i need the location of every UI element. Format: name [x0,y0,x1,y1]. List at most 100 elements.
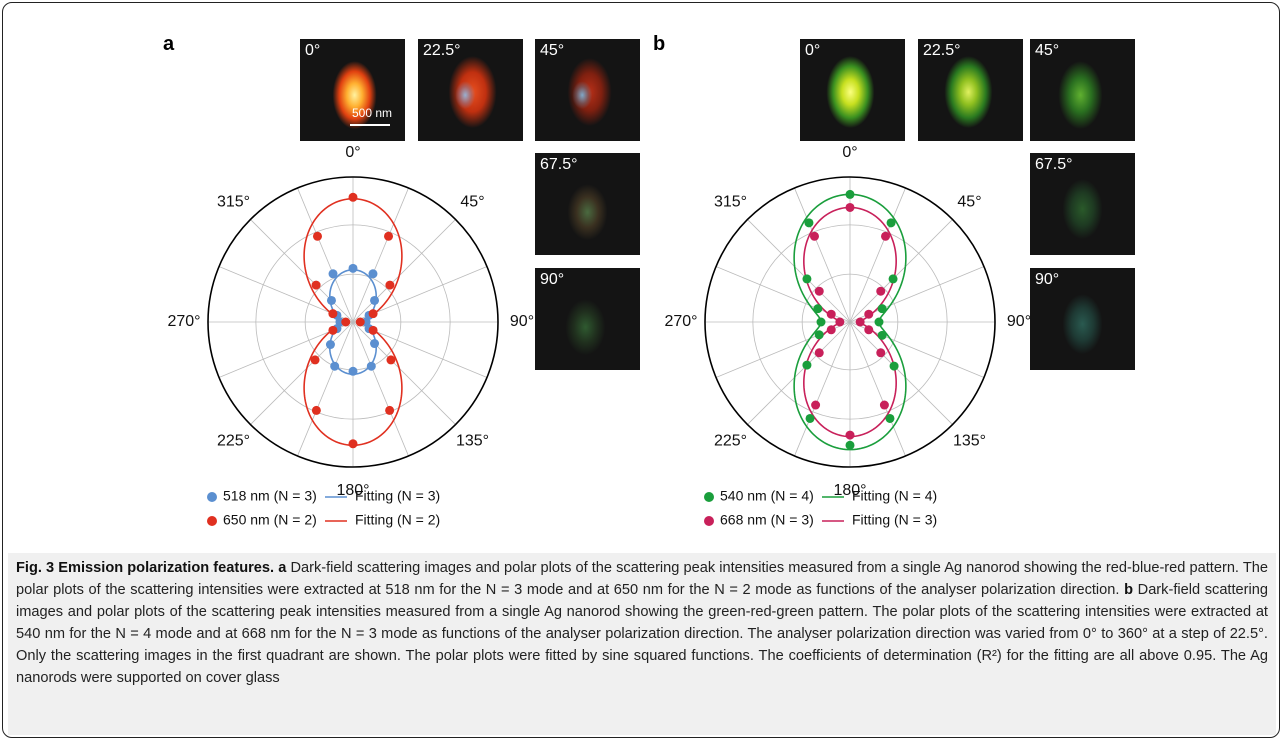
grid-spoke [353,322,456,425]
data-point [864,310,873,319]
data-point [827,325,836,334]
image-label: 90° [1035,271,1059,289]
scattering-image: 90° [535,268,640,370]
data-point [326,340,335,349]
theta-tick-label: 315° [714,194,747,211]
data-point [875,318,884,327]
legend-label: 668 nm (N = 3) [720,512,814,528]
figure: 0°45°90°135°180°225°270°315°518 nm (N = … [0,0,1284,742]
panel-label: a [163,33,174,56]
image-label: 0° [805,42,820,60]
data-point [330,362,339,371]
image-label: 0° [305,42,320,60]
image-label: 22.5° [423,42,461,60]
data-point [876,287,885,296]
data-point [815,330,824,339]
data-point [328,326,337,335]
data-point [349,264,358,273]
scattering-image: 45° [535,39,640,141]
legend-label: 650 nm (N = 2) [223,512,317,528]
data-point [370,296,379,305]
data-point [328,309,337,318]
theta-tick-label: 90° [1007,313,1031,330]
data-point [813,304,822,313]
grid-spoke [250,322,353,425]
image-label: 45° [1035,42,1059,60]
data-point [313,232,322,241]
data-point [815,287,824,296]
image-label: 67.5° [540,156,578,174]
data-point [878,304,887,313]
scale-bar [350,124,390,126]
data-point [349,439,358,448]
data-point [881,232,890,241]
grid-spoke [747,219,850,322]
data-point [827,310,836,319]
data-point [890,362,899,371]
data-point [856,318,865,327]
data-point [349,193,358,202]
data-point [806,414,815,423]
theta-tick-label: 0° [842,144,857,161]
data-point [802,274,811,283]
image-label: 67.5° [1035,156,1073,174]
data-point [880,401,889,410]
panel-label: b [653,33,665,56]
image-label: 45° [540,42,564,60]
theta-tick-label: 45° [460,194,484,211]
data-point [878,331,887,340]
grid-spoke [353,219,456,322]
data-point [356,318,365,327]
theta-tick-label: 270° [664,313,697,330]
caption-panel-label: a [278,560,286,576]
theta-tick-label: 0° [345,144,360,161]
scattering-image: 0° 500 nm [300,39,405,141]
data-point [835,318,844,327]
data-point [864,325,873,334]
scattering-image: 0° [800,39,905,141]
grid-spoke [250,219,353,322]
scattering-image: 22.5° [418,39,523,141]
legend-marker [704,516,714,526]
data-point [846,190,855,199]
data-point [846,441,855,450]
data-point [368,269,377,278]
caption: Fig. 3 Emission polarization features. a… [8,553,1276,735]
data-point [312,281,321,290]
data-point [311,355,320,364]
theta-tick-label: 135° [456,433,489,450]
scale-bar-label: 500 nm [352,106,392,120]
data-point [349,367,358,376]
theta-tick-label: 225° [714,433,747,450]
theta-tick-label: 90° [510,313,534,330]
scattering-image: 45° [1030,39,1135,141]
data-point [385,406,394,415]
grid-spoke [850,219,953,322]
data-point [385,281,394,290]
data-point [802,361,811,370]
theta-tick-label: 225° [217,433,250,450]
caption-panel-label: b [1124,582,1133,598]
data-point [885,414,894,423]
legend-marker [207,492,217,502]
scattering-image: 22.5° [918,39,1023,141]
image-label: 90° [540,271,564,289]
data-point [327,296,336,305]
data-point [370,339,379,348]
data-point [369,326,378,335]
data-point [329,269,338,278]
grid-spoke [747,322,850,425]
data-point [811,401,820,410]
image-label: 22.5° [923,42,961,60]
legend-label: Fitting (N = 3) [355,488,440,504]
grid-spoke [850,322,953,425]
legend-label: 540 nm (N = 4) [720,488,814,504]
caption-title: Fig. 3 Emission polarization features. [16,560,274,576]
legend-marker [207,516,217,526]
data-point [815,348,824,357]
data-point [804,218,813,227]
theta-tick-label: 270° [167,313,200,330]
data-point [876,348,885,357]
scattering-image: 67.5° [1030,153,1135,255]
data-point [341,318,350,327]
